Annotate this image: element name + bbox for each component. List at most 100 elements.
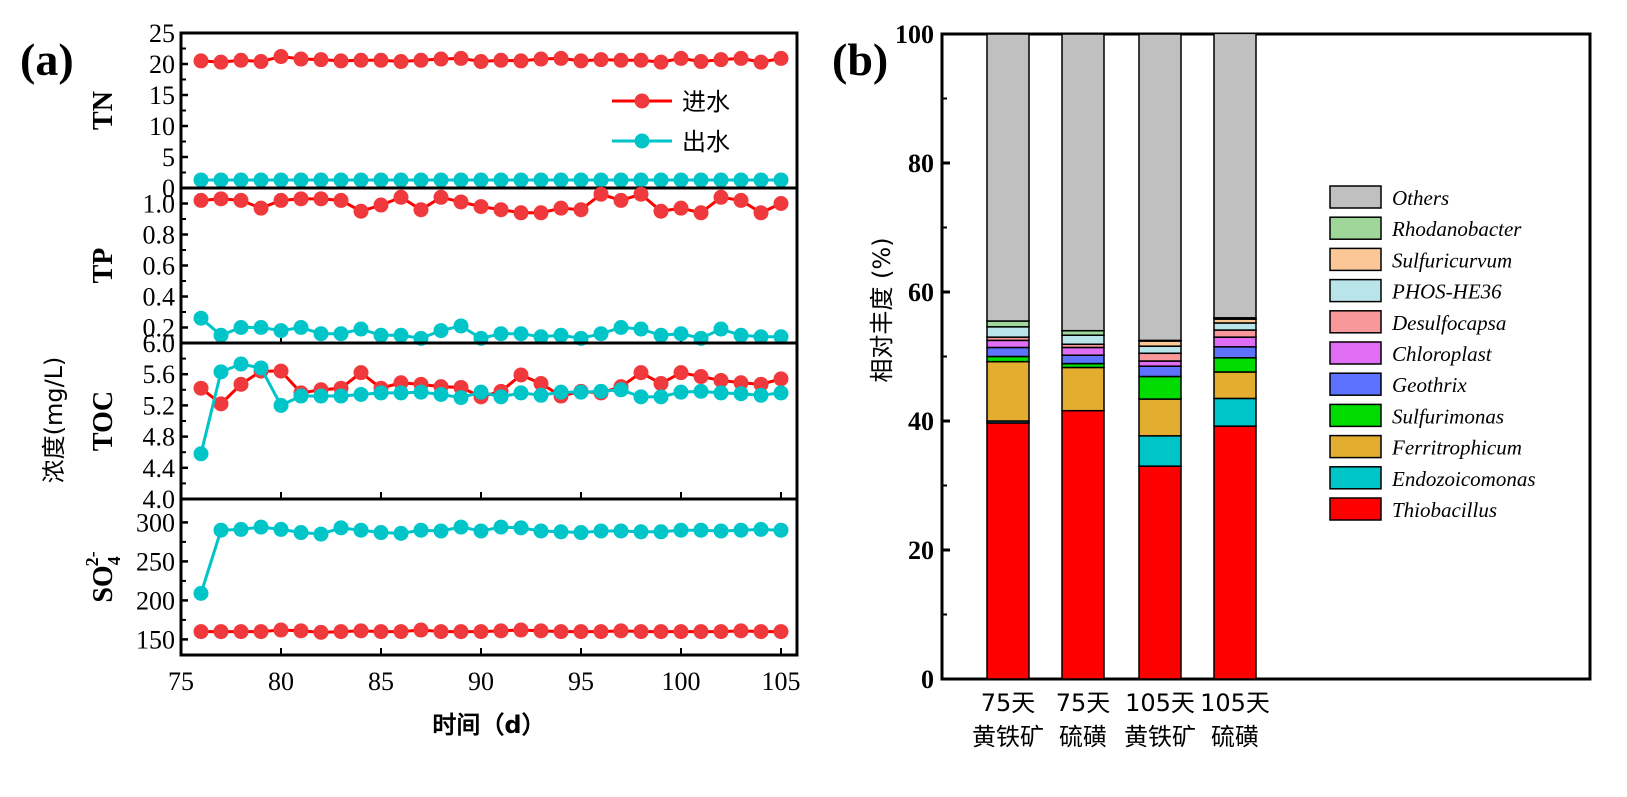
data-point [373,172,389,188]
y-tick-label: 6.0 [143,329,176,358]
legend-item: 出水 [612,128,730,156]
data-point [613,523,629,539]
data-point [273,49,289,65]
data-point [293,525,309,541]
legend-label: Rhodanobacter [1391,217,1522,241]
y-tick-label: 200 [136,586,175,615]
bar-segment-sulfuricurvum [1138,340,1182,347]
data-point [433,172,449,188]
bar-segment-geothrix [1213,346,1257,359]
series-line [199,525,782,594]
bar-stack [1213,32,1257,680]
data-point [673,624,689,640]
legend-swatch [1329,310,1382,334]
data-point [413,522,429,538]
data-point [233,521,249,537]
data-point [573,624,589,640]
data-point [273,192,289,208]
y-tick-label: 100 [895,20,934,49]
y-axis-label: 相对丰度 (%) [868,237,896,382]
data-point [673,522,689,538]
data-point [753,376,769,392]
data-point [593,172,609,188]
data-point [553,327,569,343]
data-point [653,327,669,343]
data-point [573,384,589,400]
data-point [653,389,669,405]
series-line [200,192,782,215]
data-point [293,191,309,207]
data-point [233,320,249,335]
legend-label: Others [1392,186,1449,210]
y-tick-label: 5.2 [143,391,176,420]
data-point [533,387,549,403]
data-point [773,50,789,66]
data-point [253,200,269,216]
data-point [273,397,289,413]
y-axis-label: SO42- [82,551,124,602]
bar-segment-thiobacillus [1213,425,1257,680]
legend-swatch [1329,341,1382,365]
legend-label: Ferritrophicum [1391,436,1522,460]
data-point [533,523,549,539]
data-point [433,51,449,67]
y-tick-label: 4.4 [143,454,176,483]
data-point [333,53,349,69]
bar-segment-sulfurimonas [1213,357,1257,373]
y-tick-label: 20 [908,536,934,565]
data-point [713,321,729,337]
data-point [753,329,769,345]
y-axis-label: TN [88,91,119,130]
data-point [753,54,769,70]
legend-item: 进水 [612,88,730,116]
data-point [553,200,569,216]
data-point [333,624,349,640]
subplot-toc: 4.04.44.8 5.25.66.0 TOC [88,329,799,514]
data-point [253,519,269,535]
y-tick-label: 60 [908,278,934,307]
data-point [593,383,609,399]
data-point [633,186,649,202]
x-tick-label: 80 [268,667,294,696]
legend-swatch [1329,403,1382,428]
y-tick-label: 5 [162,143,175,172]
x-axis-label: 时间（d） [432,711,545,739]
x-tick-label: 黄铁矿 [972,723,1044,751]
data-point [473,172,489,188]
data-point [673,172,689,188]
data-point [373,327,389,343]
data-point [553,524,569,540]
bar-segment-endozoicomonas [1213,397,1257,427]
legend-label: PHOS-HE36 [1391,280,1502,304]
y-tick-label: 0 [162,174,175,203]
data-point [313,191,329,207]
data-point [573,525,589,541]
data-point [253,624,269,640]
data-point [213,396,229,412]
data-point [313,172,329,188]
data-point [733,172,749,188]
data-point [633,624,649,640]
y-tick-label: 250 [136,547,175,576]
y-tick-label: 300 [136,508,175,537]
data-point [293,172,309,188]
data-point [713,52,729,68]
data-point [273,521,289,537]
legend-label: Sulfuricurvum [1392,248,1512,272]
data-point [253,172,269,188]
y-tick-label: 25 [149,19,175,48]
data-point [693,54,709,70]
data-point [573,172,589,188]
bar-segment-ferritrophicum [1061,366,1105,412]
data-point [453,50,469,66]
y-tick-label: 0 [921,665,934,694]
data-point [453,194,469,210]
data-point [593,624,609,640]
data-point [493,326,509,342]
data-point [233,52,249,68]
data-point [653,203,669,219]
bar-segment-thiobacillus [1138,465,1182,680]
data-point [293,623,309,639]
legend-item: PHOS-HE36 [1329,278,1502,304]
bar-segment-phos-he36 [1213,322,1257,331]
